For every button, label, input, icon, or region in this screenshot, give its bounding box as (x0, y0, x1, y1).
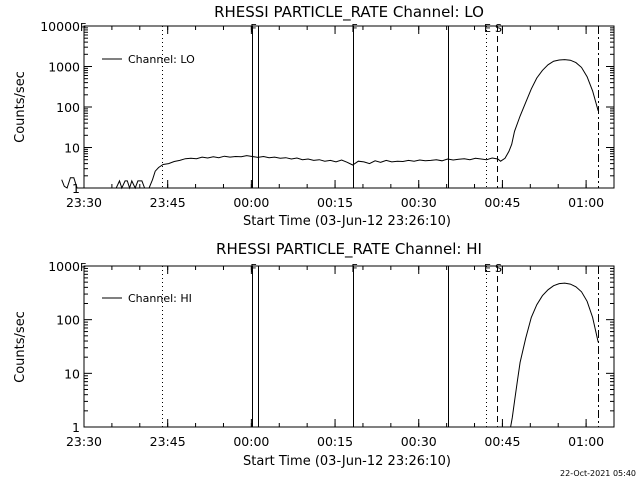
y-tick-label: 10000 (40, 19, 80, 34)
event-marker-label: F (351, 262, 357, 275)
x-tick-label: 23:45 (150, 434, 186, 449)
legend: Channel: LO (102, 53, 195, 66)
x-tick-label: 23:30 (66, 434, 102, 449)
x-tick-label: 01:00 (568, 195, 604, 210)
x-tick-label: 00:30 (401, 434, 437, 449)
y-tick-label: 1000 (48, 60, 80, 75)
timestamp: 22-Oct-2021 05:40 (560, 469, 636, 478)
x-axis-label: Start Time (03-Jun-12 23:26:10) (243, 454, 451, 469)
legend: Channel: HI (102, 292, 192, 305)
event-marker-label: E (484, 262, 491, 275)
x-tick-label: 00:45 (484, 195, 520, 210)
corner-label: F (80, 21, 86, 34)
y-tick-label: 100 (56, 100, 80, 115)
x-tick-label: 00:30 (401, 195, 437, 210)
x-tick-label: 00:00 (233, 434, 269, 449)
y-tick-label: 10 (64, 141, 80, 156)
event-marker-label: S (495, 262, 502, 275)
y-axis-label: Counts/sec (13, 71, 28, 143)
x-tick-label: 00:15 (317, 195, 353, 210)
x-tick-label: 00:15 (317, 434, 353, 449)
event-marker-label: S (495, 22, 502, 35)
series-line (510, 282, 599, 428)
event-marker-label: F (250, 22, 256, 35)
y-tick-label: 1 (72, 420, 80, 435)
legend-label: Channel: HI (128, 292, 192, 305)
y-tick-label: 10 (64, 366, 80, 381)
event-marker-label: E (484, 22, 491, 35)
y-tick-label: 100 (56, 313, 80, 328)
x-tick-label: 01:00 (568, 434, 604, 449)
x-axis-label: Start Time (03-Jun-12 23:26:10) (243, 214, 451, 229)
legend-label: Channel: LO (128, 53, 195, 66)
plot-frame (83, 265, 615, 428)
corner-label: F (80, 261, 86, 274)
chart-title: RHESSI PARTICLE_RATE Channel: HI (216, 240, 482, 259)
x-tick-label: 23:45 (150, 195, 186, 210)
x-tick-label: 00:45 (484, 434, 520, 449)
x-tick-label: 00:00 (233, 195, 269, 210)
y-tick-label: 1000 (48, 259, 80, 274)
chart-title: RHESSI PARTICLE_RATE Channel: LO (214, 3, 484, 22)
event-marker-label: F (250, 262, 256, 275)
series-line (61, 59, 599, 190)
x-tick-label: 23:30 (66, 195, 102, 210)
event-marker-label: F (351, 22, 357, 35)
y-tick-label: 1 (72, 181, 80, 196)
y-axis-label: Counts/sec (13, 311, 28, 383)
